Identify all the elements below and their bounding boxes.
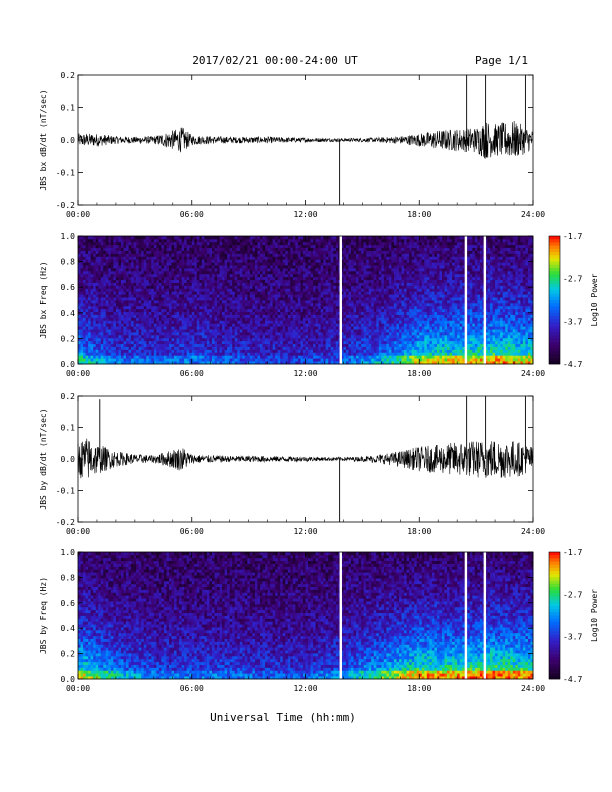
x-tick-label-2-4: 24:00 (521, 527, 545, 536)
data-gap-1 (464, 552, 468, 679)
y-tick-label-1-3: 0.4 (61, 309, 76, 318)
y-axis-title-3: JBS by Freq (Hz) (39, 577, 48, 654)
y-tick-label-0-1: 0.1 (61, 104, 76, 113)
page-number: Page 1/1 (475, 54, 528, 67)
y-tick-label-2-3: -0.1 (56, 487, 75, 496)
y-tick-label-3-5: 0.0 (61, 675, 76, 684)
x-tick-label-0-3: 18:00 (407, 210, 431, 219)
y-tick-label-3-2: 0.6 (61, 599, 76, 608)
y-axis-title-0: JBS bx dB/dt (nT/sec) (39, 89, 48, 190)
x-tick-label-1-3: 18:00 (407, 369, 431, 378)
colorbar-label-3: Log10 Power (590, 589, 599, 642)
colorbar-tick-3-1: -2.7 (563, 590, 582, 599)
colorbar-tick-1-2: -3.7 (563, 317, 582, 326)
y-tick-label-1-5: 0.0 (61, 360, 76, 369)
y-tick-label-0-3: -0.1 (56, 169, 75, 178)
page-date-range: 2017/02/21 00:00-24:00 UT (192, 54, 358, 67)
colorbar-tick-1-3: -4.7 (563, 360, 582, 369)
y-tick-label-2-1: 0.1 (61, 424, 76, 433)
x-tick-label-2-3: 18:00 (407, 527, 431, 536)
colorbar-tick-3-2: -3.7 (563, 633, 582, 642)
y-tick-label-0-2: 0.0 (61, 136, 76, 145)
x-tick-label-1-2: 12:00 (293, 369, 317, 378)
y-tick-label-2-4: -0.2 (56, 518, 75, 527)
data-gap-2 (483, 236, 487, 364)
y-axis-title-2: JBS by dB/dt (nT/sec) (39, 408, 48, 509)
x-axis-title: Universal Time (hh:mm) (210, 711, 356, 724)
x-tick-label-2-1: 06:00 (180, 527, 204, 536)
trace-2 (77, 438, 534, 479)
x-tick-label-3-2: 12:00 (293, 684, 317, 693)
colorbar-frame-1 (548, 235, 561, 365)
y-tick-label-3-4: 0.2 (61, 650, 76, 659)
y-tick-label-2-0: 0.2 (61, 392, 76, 401)
colorbar-label-1: Log10 Power (590, 273, 599, 326)
x-tick-label-0-2: 12:00 (293, 210, 317, 219)
y-tick-label-1-4: 0.2 (61, 334, 76, 343)
data-gap-0 (339, 552, 342, 679)
y-tick-label-1-2: 0.6 (61, 283, 76, 292)
x-tick-label-2-2: 12:00 (293, 527, 317, 536)
x-tick-label-3-1: 06:00 (180, 684, 204, 693)
x-tick-label-2-0: 00:00 (66, 527, 90, 536)
trace-0 (77, 120, 534, 159)
y-tick-label-2-2: 0.0 (61, 455, 76, 464)
colorbar-3 (549, 552, 560, 680)
colorbar-tick-3-3: -4.7 (563, 675, 582, 684)
x-tick-label-0-0: 00:00 (66, 210, 90, 219)
y-tick-label-0-0: 0.2 (61, 71, 76, 80)
data-gap-2 (483, 552, 487, 679)
data-gap-0 (339, 236, 342, 364)
colorbar-tick-1-0: -1.7 (563, 232, 582, 241)
x-tick-label-3-3: 18:00 (407, 684, 431, 693)
x-tick-label-1-4: 24:00 (521, 369, 545, 378)
x-tick-label-3-0: 00:00 (66, 684, 90, 693)
colorbar-frame-3 (548, 551, 561, 680)
x-tick-label-0-1: 06:00 (180, 210, 204, 219)
spectrogram-3 (78, 552, 534, 680)
y-tick-label-0-4: -0.2 (56, 201, 75, 210)
data-gap-1 (464, 236, 468, 364)
y-tick-label-1-1: 0.8 (61, 258, 76, 267)
y-tick-label-3-3: 0.4 (61, 624, 76, 633)
colorbar-tick-1-1: -2.7 (563, 275, 582, 284)
x-tick-label-1-1: 06:00 (180, 369, 204, 378)
x-tick-label-3-4: 24:00 (521, 684, 545, 693)
y-tick-label-1-0: 1.0 (61, 232, 76, 241)
x-tick-label-1-0: 00:00 (66, 369, 90, 378)
colorbar-1 (549, 236, 560, 365)
colorbar-tick-3-0: -1.7 (563, 548, 582, 557)
y-axis-title-1: JBS bx Freq (Hz) (39, 261, 48, 338)
x-tick-label-0-4: 24:00 (521, 210, 545, 219)
y-tick-label-3-0: 1.0 (61, 548, 76, 557)
y-tick-label-3-1: 0.8 (61, 573, 76, 582)
